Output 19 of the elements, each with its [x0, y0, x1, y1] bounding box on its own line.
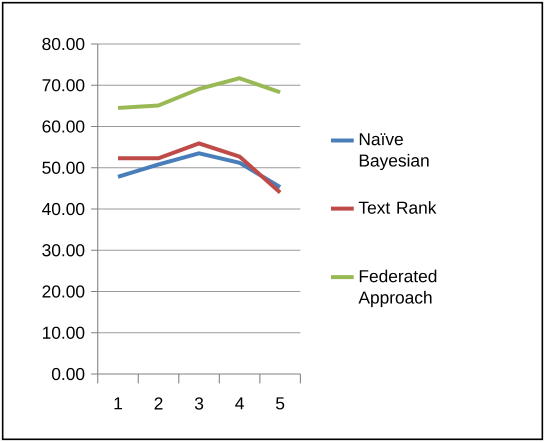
legend-label: Federated Approach	[358, 270, 436, 308]
y-tick-label: 70.00	[42, 79, 84, 92]
legend-label: Naïve Bayesian	[360, 133, 429, 170]
y-tick-label: 50.00	[42, 162, 84, 174]
y-tick-label: 60.00	[42, 120, 84, 133]
y-tick-label: 80.00	[42, 38, 84, 50]
line-series	[116, 141, 282, 194]
y-tick-label: 10.00	[42, 326, 84, 339]
x-tick-label: 5	[276, 397, 284, 410]
x-tick-label: 2	[154, 397, 162, 410]
x-tick-label: 1	[114, 397, 122, 410]
y-tick-label: 30.00	[42, 244, 84, 256]
x-tick-label: 4	[235, 397, 244, 410]
y-tick-label: 0.00	[52, 368, 84, 380]
legend-label: Text Rank	[358, 201, 436, 214]
y-tick-label: 40.00	[42, 202, 84, 216]
x-tick-label: 3	[194, 397, 204, 410]
line-series	[116, 76, 282, 110]
y-tick-label: 20.00	[42, 285, 84, 298]
